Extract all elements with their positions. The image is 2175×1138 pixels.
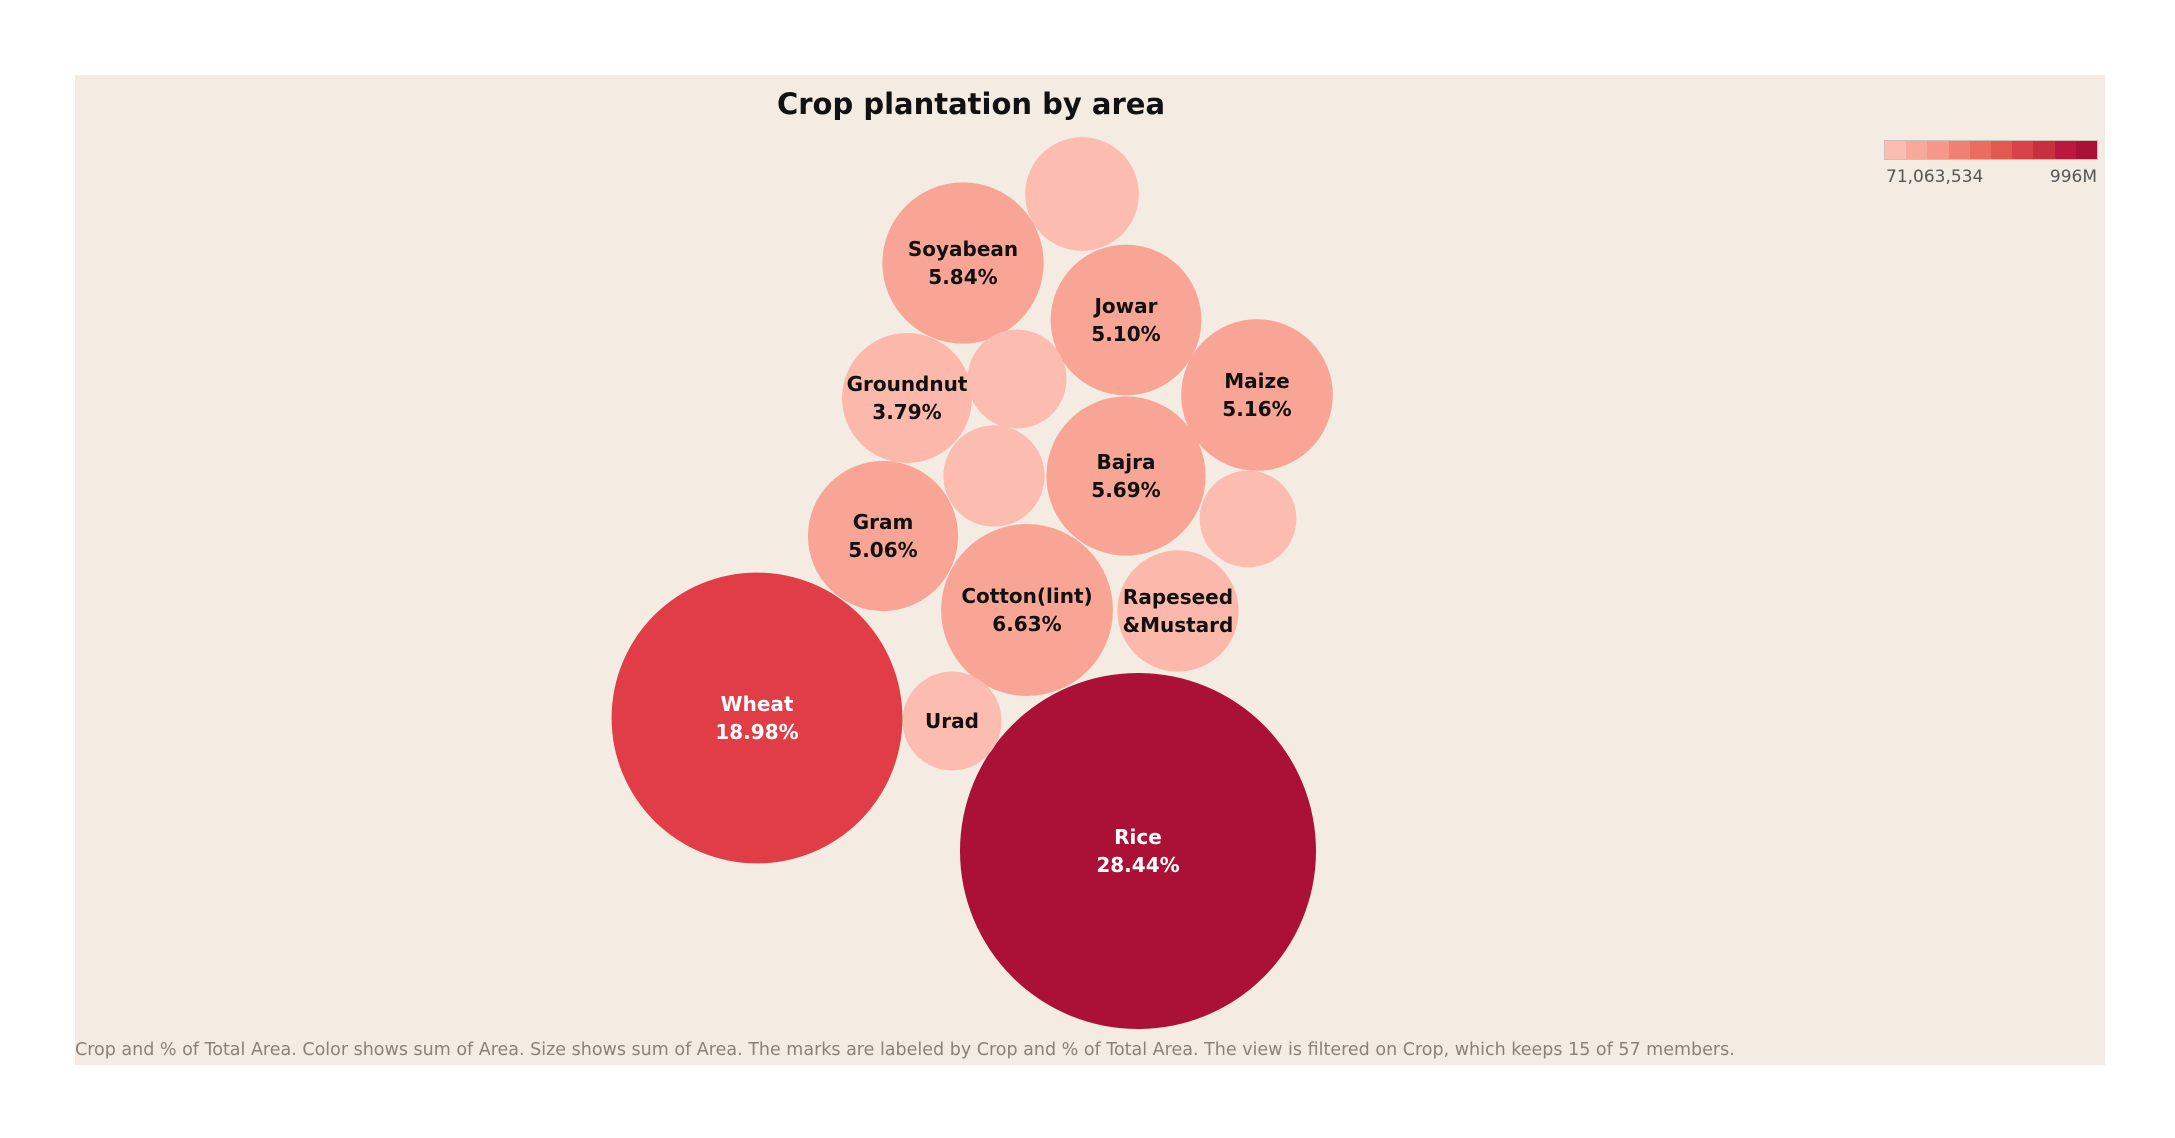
bubble-crop-label: Wheat bbox=[721, 692, 794, 716]
bubble-crop-label: Maize bbox=[1224, 369, 1289, 393]
bubble-unlabeled[interactable] bbox=[967, 329, 1067, 429]
bubble-crop-label: Soyabean bbox=[908, 237, 1018, 261]
bubble-circle[interactable] bbox=[882, 182, 1044, 344]
bubble-unlabeled[interactable] bbox=[1025, 137, 1139, 251]
color-legend-ramp bbox=[1884, 140, 2098, 160]
bubble-cotton-lint[interactable]: Cotton(lint) 6.63% bbox=[941, 524, 1113, 696]
bubble-circle[interactable] bbox=[967, 329, 1067, 429]
bubble-wheat[interactable]: Wheat 18.98% bbox=[611, 572, 903, 864]
legend-swatch bbox=[2075, 141, 2098, 159]
bubble-pct-label: 3.79% bbox=[872, 400, 941, 424]
legend-swatch bbox=[2012, 141, 2034, 159]
bubble-rapeseed-mustard[interactable]: Rapeseed&Mustard bbox=[1117, 550, 1239, 672]
bubble-circle[interactable] bbox=[941, 524, 1113, 696]
bubble-circle[interactable] bbox=[960, 673, 1316, 1029]
bubble-crop-label: Rapeseed bbox=[1123, 585, 1233, 609]
bubble-circle[interactable] bbox=[943, 425, 1045, 527]
bubble-gram[interactable]: Gram 5.06% bbox=[807, 460, 959, 612]
bubble-circle[interactable] bbox=[1117, 550, 1239, 672]
bubble-circle[interactable] bbox=[1181, 319, 1333, 471]
bubble-circle[interactable] bbox=[807, 460, 959, 612]
bubble-soyabean[interactable]: Soyabean 5.84% bbox=[882, 182, 1044, 344]
chart-caption: Crop and % of Total Area. Color shows su… bbox=[75, 1040, 1735, 1060]
bubble-bajra[interactable]: Bajra 5.69% bbox=[1046, 396, 1206, 556]
bubble-crop-label: Bajra bbox=[1097, 450, 1156, 474]
bubble-jowar[interactable]: Jowar 5.10% bbox=[1050, 244, 1202, 396]
bubble-crop-label: &Mustard bbox=[1123, 613, 1234, 637]
legend-swatch bbox=[1991, 141, 2013, 159]
bubble-crop-label: Gram bbox=[853, 510, 914, 534]
bubble-circle[interactable] bbox=[1025, 137, 1139, 251]
legend-min-label: 71,063,534 bbox=[1886, 167, 1984, 187]
bubble-crop-label: Rice bbox=[1114, 825, 1162, 849]
bubble-circle[interactable] bbox=[1046, 396, 1206, 556]
bubble-pct-label: 5.84% bbox=[928, 265, 997, 289]
bubble-rice[interactable]: Rice 28.44% bbox=[960, 673, 1316, 1029]
bubble-pct-label: 5.06% bbox=[848, 538, 917, 562]
bubble-pct-label: 5.10% bbox=[1091, 322, 1160, 346]
legend-swatch bbox=[1948, 141, 1970, 159]
bubble-pct-label: 5.69% bbox=[1091, 478, 1160, 502]
bubble-unlabeled[interactable] bbox=[1199, 470, 1297, 568]
bubble-crop-label: Jowar bbox=[1092, 294, 1157, 318]
bubble-crop-label: Cotton(lint) bbox=[961, 584, 1092, 608]
bubble-groundnut[interactable]: Groundnut 3.79% bbox=[842, 333, 972, 463]
bubble-circle[interactable] bbox=[902, 671, 1002, 771]
bubble-circle[interactable] bbox=[611, 572, 903, 864]
bubble-pct-label: 18.98% bbox=[715, 720, 798, 744]
bubble-crop-label: Urad bbox=[925, 709, 979, 733]
bubble-circle[interactable] bbox=[1199, 470, 1297, 568]
legend-swatch bbox=[1906, 141, 1928, 159]
legend-swatch bbox=[1969, 141, 1992, 159]
legend-max-label: 996M bbox=[2049, 167, 2097, 187]
bubble-pct-label: 5.16% bbox=[1222, 397, 1291, 421]
bubble-circle[interactable] bbox=[842, 333, 972, 463]
legend-swatch bbox=[2033, 141, 2055, 159]
bubble-pct-label: 28.44% bbox=[1096, 853, 1179, 877]
bubble-unlabeled[interactable] bbox=[943, 425, 1045, 527]
legend-swatch bbox=[1927, 141, 1949, 159]
bubble-urad[interactable]: Urad bbox=[902, 671, 1002, 771]
bubble-pct-label: 6.63% bbox=[992, 612, 1061, 636]
bubble-maize[interactable]: Maize 5.16% bbox=[1181, 319, 1333, 471]
legend-swatch bbox=[1885, 141, 1907, 159]
bubble-crop-label: Groundnut bbox=[847, 372, 968, 396]
legend-swatch bbox=[2054, 141, 2076, 159]
bubble-circle[interactable] bbox=[1050, 244, 1202, 396]
chart-title: Crop plantation by area bbox=[776, 87, 1166, 121]
